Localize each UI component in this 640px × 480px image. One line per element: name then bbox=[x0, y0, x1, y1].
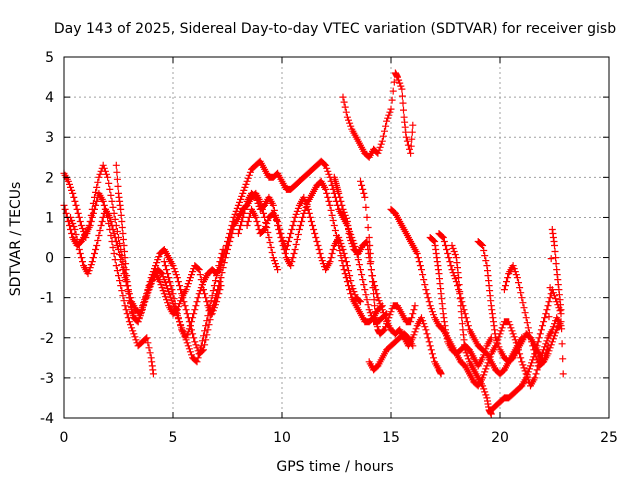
series-arc-12 bbox=[365, 330, 417, 374]
data-point-markers bbox=[160, 157, 391, 342]
y-tick-label: 5 bbox=[45, 50, 54, 66]
series-arc-10 bbox=[357, 177, 419, 338]
series-arc-5 bbox=[160, 157, 391, 342]
series-arc-18 bbox=[500, 226, 565, 370]
data-point-markers bbox=[426, 234, 495, 370]
y-tick-label: -1 bbox=[40, 291, 54, 307]
y-tick-label: -3 bbox=[40, 371, 54, 387]
data-point-markers bbox=[243, 193, 364, 306]
y-tick-label: -2 bbox=[40, 331, 54, 347]
y-axis-label: SDTVAR / TECUs bbox=[8, 182, 24, 297]
y-tick-label: 2 bbox=[45, 170, 54, 186]
axis-ticks bbox=[63, 56, 610, 419]
data-point-markers bbox=[357, 177, 419, 338]
data-point-markers bbox=[448, 242, 495, 418]
data-point-markers bbox=[365, 330, 417, 374]
data-point-markers bbox=[112, 161, 225, 326]
series-arc-7 bbox=[243, 193, 364, 306]
series-arc-4 bbox=[112, 161, 225, 326]
series-arc-6 bbox=[234, 177, 386, 326]
y-tick-label: 1 bbox=[45, 210, 54, 226]
data-point-markers bbox=[500, 226, 565, 370]
y-tick-label: 0 bbox=[45, 251, 54, 267]
x-axis-label: GPS time / hours bbox=[276, 459, 393, 475]
data-point-markers bbox=[339, 69, 417, 161]
series-arc-9 bbox=[339, 69, 417, 161]
x-tick-label: 25 bbox=[600, 430, 618, 446]
data-point-markers bbox=[234, 177, 386, 326]
data-point-markers bbox=[330, 173, 445, 378]
x-tick-label: 10 bbox=[273, 430, 291, 446]
chart-title: Day 143 of 2025, Sidereal Day-to-day VTE… bbox=[54, 21, 616, 37]
x-tick-label: 5 bbox=[169, 430, 178, 446]
series-arc-15 bbox=[448, 242, 495, 418]
grid bbox=[64, 57, 609, 418]
x-tick-label: 15 bbox=[382, 430, 400, 446]
y-tick-label: -4 bbox=[40, 411, 54, 427]
series-arc-8 bbox=[330, 173, 445, 378]
axis-tick-labels: 0 5 10 15 20 25 -4 -3 -2 -1 0 1 2 3 4 5 bbox=[40, 50, 618, 446]
plot-frame bbox=[63, 56, 610, 419]
series-arc-13 bbox=[426, 234, 495, 370]
y-tick-label: 3 bbox=[45, 130, 54, 146]
x-tick-label: 20 bbox=[491, 430, 509, 446]
y-tick-label: 4 bbox=[45, 90, 54, 106]
data-series bbox=[60, 69, 567, 418]
x-tick-label: 0 bbox=[60, 430, 69, 446]
